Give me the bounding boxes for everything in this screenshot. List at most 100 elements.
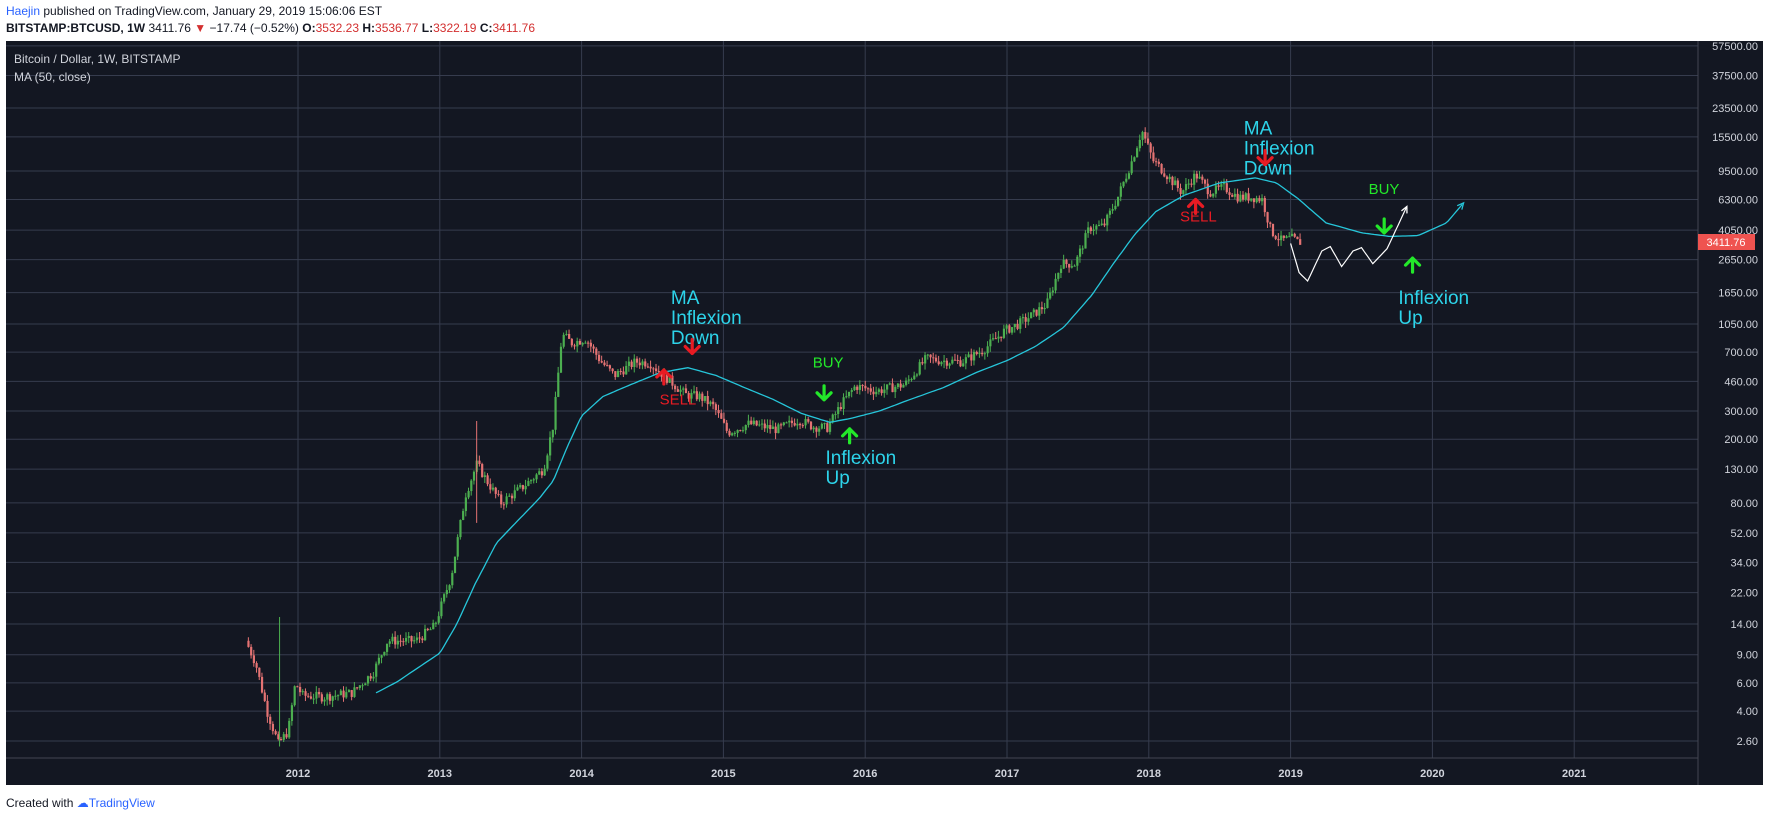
annotation-green: BUY: [1369, 181, 1400, 198]
candle-body: [739, 430, 742, 432]
candle-body: [519, 485, 522, 488]
candle-body: [652, 368, 655, 370]
candle-body: [1290, 233, 1294, 237]
candle-body: [929, 354, 932, 358]
y-tick-label: 6300.00: [1718, 194, 1758, 206]
candle-body: [578, 340, 582, 345]
candle-body: [1288, 236, 1291, 238]
y-tick-label: 1650.00: [1718, 288, 1758, 300]
candle-body: [676, 389, 679, 392]
candle-body: [1263, 198, 1266, 213]
last-price: 3411.76: [148, 21, 191, 35]
candle-body: [804, 419, 807, 426]
candle-body: [1054, 278, 1057, 291]
candle-body: [535, 474, 538, 480]
candle-body: [706, 396, 709, 405]
candle-body: [910, 379, 913, 381]
candle-body: [758, 424, 761, 426]
annotation-line: Down: [671, 328, 720, 349]
candle-body: [554, 396, 557, 430]
down-arrow-icon: [1375, 217, 1393, 235]
candle-body: [809, 421, 813, 430]
candle-body: [962, 363, 965, 367]
tradingview-logo-icon: ☁: [76, 796, 89, 810]
candle-body: [1097, 224, 1101, 226]
candle-body: [489, 484, 492, 490]
y-tick-label: 700.00: [1724, 347, 1758, 359]
candle-body: [429, 629, 432, 631]
candle-body: [516, 487, 519, 491]
candle-body: [1187, 183, 1190, 185]
candle-body: [674, 385, 677, 390]
annotation-line: Down: [1244, 159, 1293, 180]
author-link[interactable]: Haejin: [6, 4, 41, 18]
candle-body: [1100, 223, 1103, 225]
candle-body: [546, 455, 549, 469]
candle-body: [394, 636, 397, 645]
annotation-line: MA: [1244, 119, 1273, 140]
candle-body: [350, 690, 353, 697]
candle-body: [589, 342, 592, 347]
close-value: 3411.76: [492, 21, 536, 35]
candle-body: [850, 390, 853, 392]
y-tick-label: 37500.00: [1712, 71, 1758, 83]
annotation-line: SELL: [660, 391, 697, 408]
y-tick-label: 52.00: [1730, 528, 1758, 540]
candle-body: [861, 385, 864, 387]
candle-body: [687, 393, 690, 399]
candle-body: [356, 687, 359, 689]
candle-body: [331, 696, 334, 701]
annotation-red: SELL: [1180, 208, 1217, 225]
candle-body: [994, 338, 997, 340]
candle-body: [1195, 173, 1199, 179]
candle-body: [513, 490, 516, 499]
candle-body: [646, 366, 650, 368]
candle-body: [508, 495, 511, 497]
candle-body: [913, 375, 916, 380]
price-axis[interactable]: [1698, 41, 1763, 785]
candle-body: [1155, 161, 1158, 163]
candle-body: [576, 340, 579, 347]
candle-body: [500, 494, 503, 505]
candle-body: [282, 734, 285, 740]
candle-body: [1084, 233, 1087, 249]
candle-body: [856, 386, 859, 390]
y-tick-label: 9.00: [1737, 650, 1758, 662]
candle-body: [456, 537, 459, 557]
candle-body: [1242, 194, 1245, 200]
candle-body: [1220, 184, 1223, 187]
x-axis-labels: 2012 2013 2014 2015 2016 2017 2018 2019 2020 2021: [286, 768, 1587, 780]
candle-body: [932, 357, 935, 359]
candle-body: [926, 354, 929, 356]
candle-body: [959, 360, 962, 367]
ma-line: [375, 177, 1299, 694]
candle-body: [905, 380, 908, 385]
y-tick-label: 460.00: [1724, 376, 1758, 388]
candle-body: [606, 365, 609, 367]
candle-body: [538, 471, 541, 475]
price-projection-arrow: [1401, 205, 1408, 214]
candle-body: [1239, 194, 1242, 202]
y-tick-label: 130.00: [1724, 464, 1758, 476]
down-arrow-icon: [1256, 149, 1274, 167]
candle-body: [337, 695, 340, 697]
y-tick-label: 300.00: [1724, 406, 1758, 418]
price-badge-bg: [1698, 234, 1755, 250]
candle-body: [502, 504, 506, 506]
candle-body: [1228, 192, 1231, 195]
annotation-line: Inflexion: [671, 308, 742, 329]
x-tick-label: 2013: [428, 768, 452, 780]
candle-body: [440, 601, 443, 617]
candle-body: [543, 468, 546, 476]
candle-body: [1127, 173, 1131, 179]
annotation-line: Inflexion: [825, 448, 896, 469]
candle-body: [1176, 180, 1179, 189]
candle-body: [915, 374, 919, 376]
candle-body: [597, 354, 601, 362]
up-arrow-icon: [1186, 197, 1205, 216]
tradingview-link[interactable]: TradingView: [88, 796, 155, 810]
candle-body: [951, 359, 954, 364]
candle-body: [736, 430, 739, 433]
candle-body: [731, 433, 734, 436]
